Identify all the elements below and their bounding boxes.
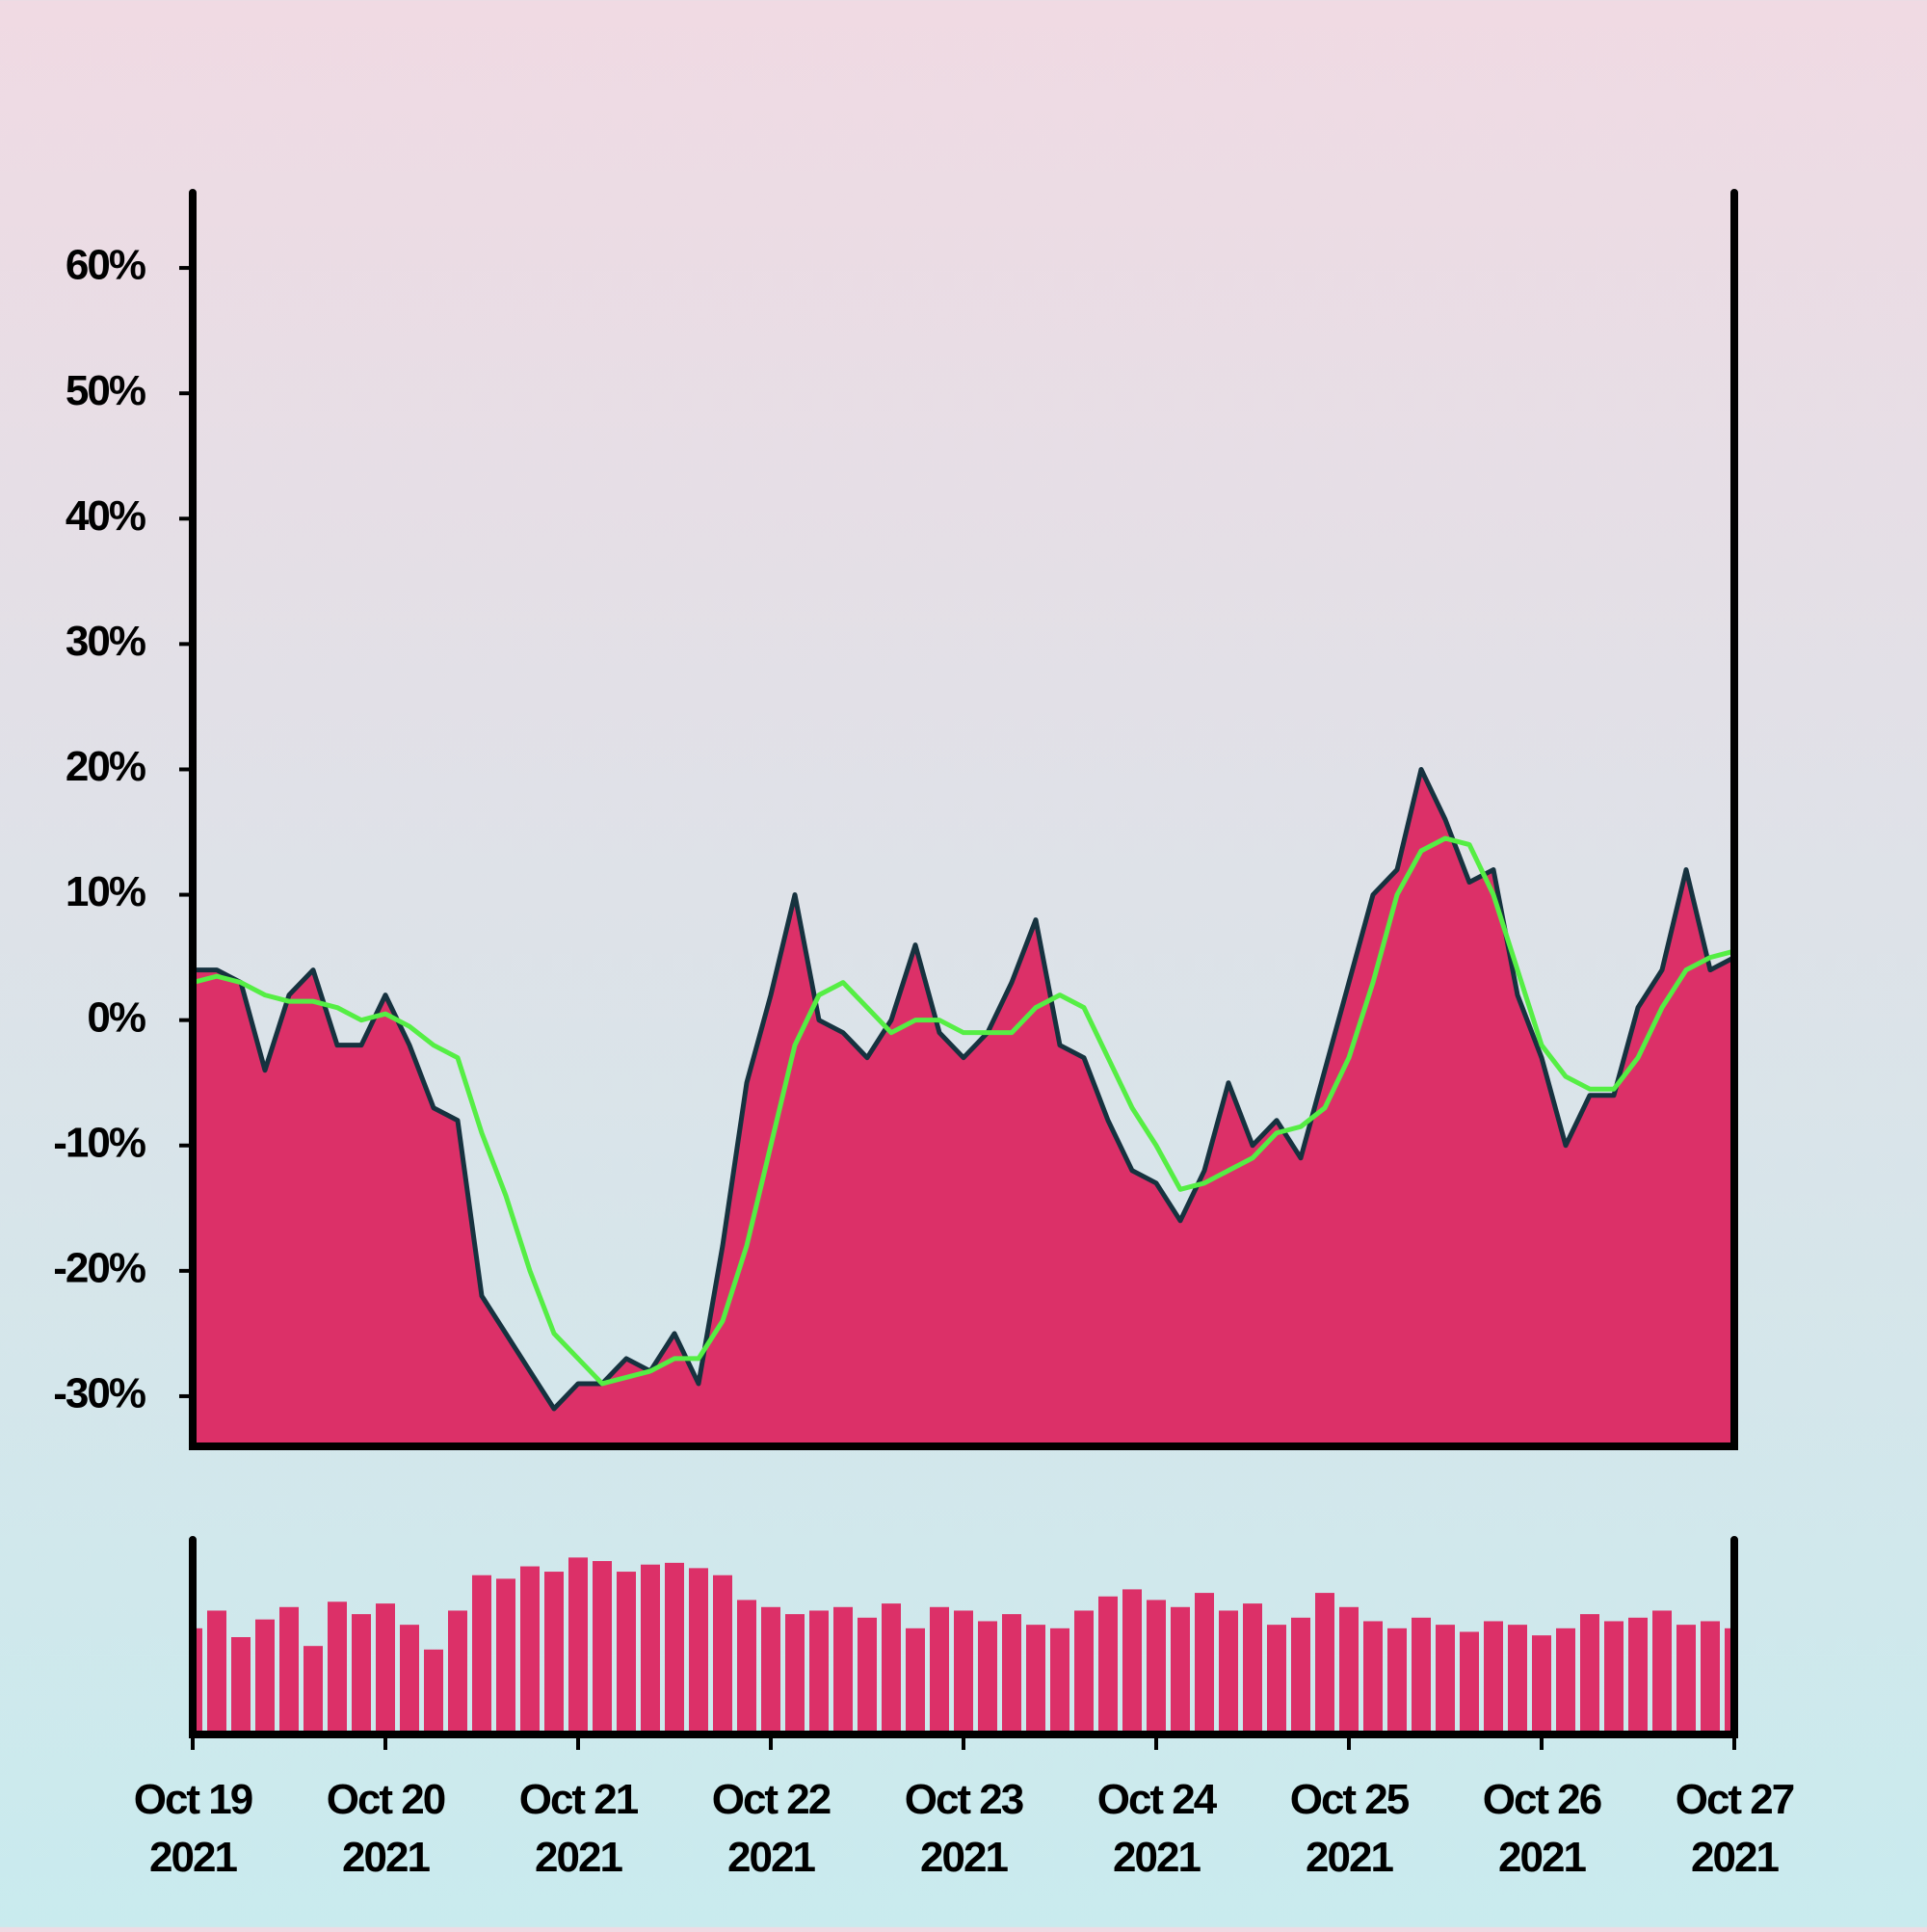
volume-bar [1195,1593,1214,1734]
volume-bar [978,1621,997,1734]
volume-bar [1604,1621,1623,1734]
volume-bar [665,1562,684,1734]
x-tick-label: Oct 22 2021 [712,1776,831,1881]
volume-bar [193,1628,202,1734]
volume-bar [448,1610,467,1734]
volume-bar [1050,1628,1069,1734]
y-tick-label: 40% [66,492,145,540]
volume-bar [906,1628,925,1734]
volume-bar [255,1619,275,1734]
volume-bar [1219,1610,1238,1734]
x-tick-label: Oct 20 2021 [327,1776,445,1881]
volume-bar [352,1614,371,1734]
volume-bar [1412,1617,1431,1734]
x-tick-label: Oct 26 2021 [1483,1776,1601,1881]
axes: -30% -20% -10% 0% 10% 20% 30% 40% 50% 60% Oct 19 20… [53,189,1796,1881]
volume-bar [496,1578,515,1734]
volume-bar [858,1617,877,1734]
volume-bar [207,1610,226,1734]
volume-bar [1315,1593,1334,1734]
axis-spine [189,189,1738,1450]
volume-bar [1436,1625,1455,1734]
volume-bar [1460,1631,1479,1734]
volume-bar [617,1572,636,1734]
main-plot [193,766,1734,1446]
x-tick-label: Oct 21 2021 [519,1776,639,1881]
y-tick-label: 50% [66,367,145,414]
volume-bar [1339,1606,1359,1734]
volume-bar [593,1561,612,1734]
volume-bar [1291,1617,1310,1734]
volume-bar [1171,1606,1190,1734]
volume-bar [1098,1596,1118,1734]
volume-bar [930,1606,949,1734]
volume-bar [641,1564,660,1734]
volume-bar [400,1625,419,1734]
y-tick-label: -10% [53,1119,145,1166]
volume-bar [328,1601,347,1734]
volume-bar [568,1557,588,1734]
volume-bar [1002,1614,1021,1734]
y-tick-label: 0% [87,993,145,1041]
volume-bar [1556,1628,1575,1734]
volume-bar [1580,1614,1599,1734]
moving-average-line [193,835,1734,1387]
y-tick-label: 60% [66,242,145,289]
volume-plot [193,1557,1734,1734]
volume-bar [761,1606,780,1734]
volume-bar [954,1610,973,1734]
volume-bar [424,1649,443,1734]
volume-bar [1484,1621,1503,1734]
volume-bar [785,1614,805,1734]
x-tick-label: Oct 19 2021 [134,1776,252,1881]
x-tick-label: Oct 27 2021 [1676,1776,1794,1881]
volume-bar [279,1606,299,1734]
volume-bar [472,1575,491,1734]
volume-bar [1508,1625,1527,1734]
volume-bar [1074,1610,1094,1734]
area-line [193,766,1734,1412]
volume-bar [1122,1589,1142,1734]
volume-bar [1026,1625,1045,1734]
volume-bar [833,1606,853,1734]
volume-bar [737,1600,756,1734]
y-tick-label: -30% [53,1370,145,1417]
x-tick-label: Oct 23 2021 [905,1776,1023,1881]
volume-bar [1147,1600,1166,1734]
volume-bar [1725,1628,1734,1734]
volume-bar [1387,1628,1407,1734]
volume-bar [376,1603,395,1734]
volume-bar [1243,1603,1262,1734]
volume-bar [809,1610,829,1734]
volume-bar [1363,1621,1383,1734]
volume-bar [1701,1621,1720,1734]
y-tick-label: 30% [66,618,145,665]
volume-bar [713,1575,732,1734]
volume-bar [544,1572,564,1734]
volume-bar [1267,1625,1286,1734]
volume-bar [520,1566,540,1734]
volume-bar [304,1646,323,1734]
y-tick-label: -20% [53,1244,145,1291]
volume-bar [1676,1625,1696,1734]
volume-bar [1532,1635,1551,1734]
x-tick-label: Oct 24 2021 [1097,1776,1218,1881]
volume-bar [882,1603,901,1734]
volume-bar [1652,1610,1672,1734]
volume-bar [1628,1617,1648,1734]
area [193,769,1734,1446]
volume-bar [231,1637,251,1734]
y-tick-label: 10% [66,868,145,915]
volume-bar [689,1568,708,1734]
y-tick-label: 20% [66,743,145,790]
x-tick-label: Oct 25 2021 [1290,1776,1410,1881]
